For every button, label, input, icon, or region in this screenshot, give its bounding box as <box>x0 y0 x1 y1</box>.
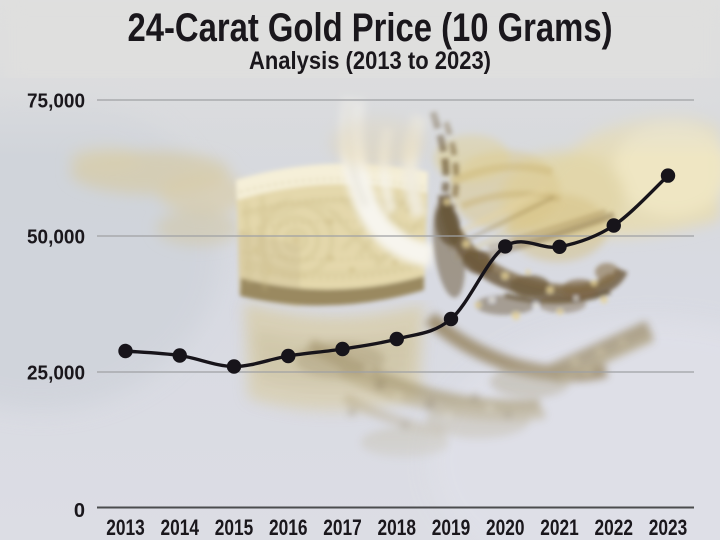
svg-text:25,000: 25,000 <box>27 362 85 384</box>
svg-text:2022: 2022 <box>595 515 634 540</box>
svg-text:2013: 2013 <box>106 515 145 540</box>
svg-text:2020: 2020 <box>486 515 525 540</box>
svg-text:0: 0 <box>74 500 85 522</box>
svg-text:50,000: 50,000 <box>27 226 85 248</box>
svg-text:Analysis (2013 to 2023): Analysis (2013 to 2023) <box>249 47 491 75</box>
svg-text:24-Carat Gold Price (10 Grams): 24-Carat Gold Price (10 Grams) <box>128 6 613 50</box>
svg-text:2015: 2015 <box>215 515 254 540</box>
svg-text:2017: 2017 <box>323 515 362 540</box>
svg-text:75,000: 75,000 <box>27 90 85 112</box>
svg-text:2021: 2021 <box>540 515 579 540</box>
svg-text:2014: 2014 <box>161 515 200 540</box>
svg-text:2018: 2018 <box>378 515 417 540</box>
svg-text:2023: 2023 <box>649 515 688 540</box>
svg-text:2019: 2019 <box>432 515 471 540</box>
svg-text:2016: 2016 <box>269 515 308 540</box>
